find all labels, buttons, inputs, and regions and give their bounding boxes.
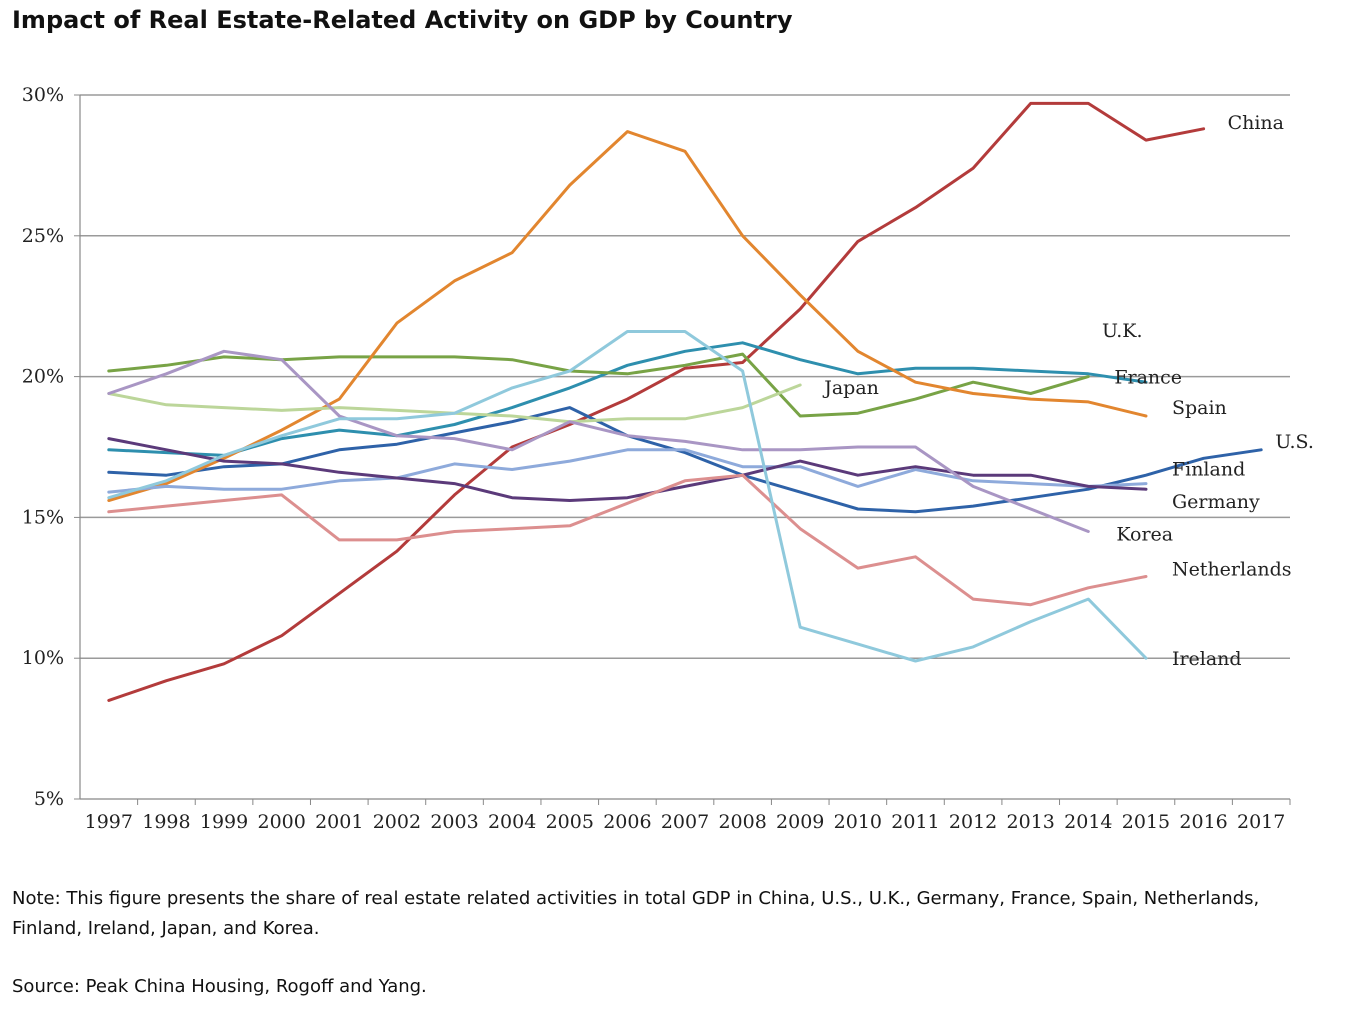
series-label-netherlands: Netherlands (1172, 559, 1292, 581)
series-line-ireland (107, 330, 1148, 663)
x-tick-label: 2014 (1064, 811, 1112, 833)
chart-note: Note: This figure presents the share of … (12, 888, 1260, 939)
y-tick-label: 30% (22, 84, 64, 106)
series-line-japan (107, 383, 802, 424)
x-tick-label: 2009 (776, 811, 824, 833)
y-tick-label: 20% (22, 366, 64, 388)
line-chart: 5% 10% 15% 20% 25% 30% 1997 1998 1999 2000 2001 200… (22, 84, 1314, 833)
x-tick-label: 1997 (85, 811, 133, 833)
series-line-china (107, 101, 1206, 702)
page-title: Impact of Real Estate-Related Activity o… (12, 6, 793, 34)
series-label-japan: Japan (822, 377, 879, 399)
x-tick-label: 2003 (430, 811, 478, 833)
series-label-u-s: U.S. (1275, 431, 1314, 453)
axes: 5% 10% 15% 20% 25% 30% 1997 1998 1999 2000 2001 200… (22, 84, 1291, 833)
series-label-spain: Spain (1172, 397, 1227, 419)
x-tick-label: 2010 (834, 811, 882, 833)
x-tick-label: 2000 (257, 811, 305, 833)
series-label-u-k: U.K. (1102, 320, 1143, 342)
x-tick-label: 2006 (603, 811, 651, 833)
series-line-u-k (107, 341, 1148, 457)
series-line-spain (107, 130, 1148, 502)
series-line-finland (107, 448, 1148, 494)
y-tick-label: 10% (22, 647, 64, 669)
x-tick-label: 2004 (488, 811, 536, 833)
series-label-china: China (1228, 112, 1284, 134)
series-lines (107, 101, 1263, 702)
y-tick-label: 5% (34, 788, 64, 810)
x-tick-label: 2017 (1237, 811, 1285, 833)
x-tick-label: 2016 (1179, 811, 1227, 833)
x-tick-label: 2005 (546, 811, 594, 833)
y-tick-label: 15% (22, 506, 64, 528)
series-label-germany: Germany (1172, 491, 1260, 513)
x-tick-label: 2007 (661, 811, 709, 833)
series-line-korea (107, 349, 1090, 533)
series-label-korea: Korea (1116, 523, 1173, 545)
series-labels: China U.S. U.K. France Spain Japan Finland Germ… (822, 112, 1314, 670)
series-line-netherlands (107, 473, 1148, 607)
series-line-france (107, 352, 1090, 418)
x-tick-label: 2001 (315, 811, 363, 833)
x-tick-label: 2015 (1122, 811, 1170, 833)
x-tick-label: 1998 (142, 811, 190, 833)
series-line-u-s (107, 406, 1263, 514)
x-tick-label: 2013 (1007, 811, 1055, 833)
x-tick-label: 2012 (949, 811, 997, 833)
chart-source: Source: Peak China Housing, Rogoff and Y… (12, 976, 427, 997)
series-label-ireland: Ireland (1172, 648, 1242, 670)
x-tick-label: 2011 (891, 811, 939, 833)
x-tick-label: 1999 (200, 811, 248, 833)
series-label-finland: Finland (1172, 459, 1245, 481)
x-tick-label: 2002 (373, 811, 421, 833)
y-tick-label: 25% (22, 225, 64, 247)
series-label-france: France (1114, 367, 1182, 389)
x-tick-label: 2008 (718, 811, 766, 833)
series-line-germany (107, 437, 1148, 502)
